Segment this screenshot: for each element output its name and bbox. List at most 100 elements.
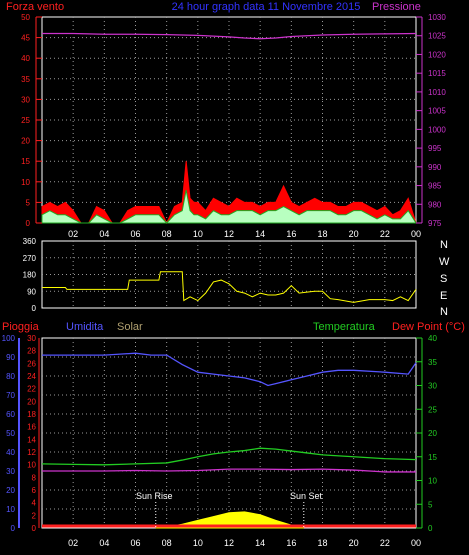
humidity-y-tick: 100 [2,334,16,343]
wind-y-tick: 5 [26,198,31,207]
pressure-line [42,32,417,40]
x-tick-label-bottom: 20 [349,538,359,548]
wind-y-tick: 25 [21,116,30,125]
temperature-y-tick: 15 [428,453,437,462]
x-tick-label-top: 00 [411,229,421,239]
temperature-y-tick: 20 [428,429,437,438]
pressure-axis-title: Pressione [372,1,421,13]
humidity-line [42,352,417,387]
temperature-y-tick: 10 [428,477,437,486]
x-tick-label-top: 06 [130,229,140,239]
humidity-y-tick: 80 [6,372,15,381]
direction-y-tick: 360 [23,237,37,246]
dew-point-line [42,468,416,473]
temperature-line [41,447,417,466]
humidity-y-tick: 0 [11,524,16,533]
rain-y-tick: 30 [27,334,36,343]
rain-y-tick: 12 [27,448,36,457]
x-tick-label-top: 10 [193,229,203,239]
compass-n-bottom: N [440,306,448,318]
x-tick-label-bottom: 08 [162,538,172,548]
rain-y-tick: 18 [27,410,36,419]
rain-y-tick: 24 [27,372,36,381]
humidity-y-tick: 30 [6,467,15,476]
x-tick-label-bottom: 00 [411,538,421,548]
humidity-y-tick: 10 [6,505,15,514]
pressure-y-tick: 1015 [428,69,446,78]
wind-y-tick: 35 [21,75,30,84]
x-tick-label-bottom: 06 [130,538,140,548]
rain-y-tick: 14 [27,435,36,444]
pressure-y-tick: 1025 [428,32,446,41]
temperature-y-tick: 0 [428,524,433,533]
direction-y-tick: 0 [32,304,37,313]
chart-title: 24 hour graph data 11 Novembre 2015 [172,1,361,13]
rain-y-tick: 22 [27,385,36,394]
x-tick-label-top: 16 [286,229,296,239]
humidity-y-tick: 70 [6,391,15,400]
humidity-y-tick: 60 [6,410,15,419]
pressure-y-tick: 990 [428,163,442,172]
pressure-y-tick: 1005 [428,107,446,116]
x-tick-label-bottom: 02 [68,538,78,548]
temperature-y-tick: 40 [428,334,437,343]
wind-y-tick: 0 [26,219,31,228]
x-tick-label-top: 20 [349,229,359,239]
humidity-label: Umidita [66,321,104,333]
wind-y-tick: 15 [21,157,30,166]
sunrise-label: Sun Rise [136,491,173,501]
wind-y-tick: 20 [21,137,30,146]
sunset-label: Sun Set [290,491,323,501]
solar-label: Solar [117,321,143,333]
rain-y-tick: 6 [32,486,37,495]
x-tick-label-top: 02 [68,229,78,239]
humidity-y-tick: 20 [6,486,15,495]
x-tick-label-top: 14 [255,229,265,239]
series-layer [41,32,417,529]
x-tick-label-bottom: 22 [380,538,390,548]
rain-y-tick: 16 [27,423,36,432]
direction-line [42,271,417,303]
direction-y-tick: 270 [23,254,37,263]
pressure-y-tick: 1010 [428,88,446,97]
wind-gust-area [41,189,417,224]
x-tick-label-bottom: 04 [99,538,109,548]
x-tick-label-bottom: 16 [286,538,296,548]
wind-y-tick: 30 [21,95,30,104]
pressure-y-tick: 985 [428,182,442,191]
rain-y-tick: 20 [27,397,36,406]
compass-s: S [440,273,447,285]
temperature-y-tick: 5 [428,500,433,509]
humidity-y-tick: 40 [6,448,15,457]
direction-y-tick: 180 [23,271,37,280]
rain-label: Pioggia [2,321,40,333]
pressure-y-tick: 980 [428,200,442,209]
rain-y-tick: 26 [27,359,36,368]
wind-y-tick: 50 [21,13,30,22]
x-tick-label-top: 12 [224,229,234,239]
wind-y-tick: 10 [21,178,30,187]
x-tick-label-bottom: 14 [255,538,265,548]
pressure-y-tick: 995 [428,144,442,153]
x-tick-label-top: 22 [380,229,390,239]
x-tick-label-top: 18 [317,229,327,239]
x-tick-label-top: 04 [99,229,109,239]
pressure-y-tick: 1020 [428,50,446,59]
compass-e: E [440,290,447,302]
humidity-y-tick: 50 [6,429,15,438]
compass-n-top: N [440,239,448,251]
temperature-label: Temperatura [313,321,376,333]
wind-y-tick: 40 [21,54,30,63]
x-tick-label-top: 08 [162,229,172,239]
wind-axis-title: Forza vento [6,1,64,13]
wind-avg-area [41,161,417,225]
temperature-y-tick: 35 [428,358,437,367]
wind-y-tick: 45 [21,34,30,43]
axis-layer: 0202040406060808101012121414161618182020… [2,13,447,548]
pressure-y-tick: 1030 [428,13,446,22]
rain-y-tick: 2 [32,511,37,520]
dew-point-label: Dew Point (°C) [392,321,465,333]
temperature-y-tick: 30 [428,382,437,391]
humidity-y-tick: 90 [6,353,15,362]
